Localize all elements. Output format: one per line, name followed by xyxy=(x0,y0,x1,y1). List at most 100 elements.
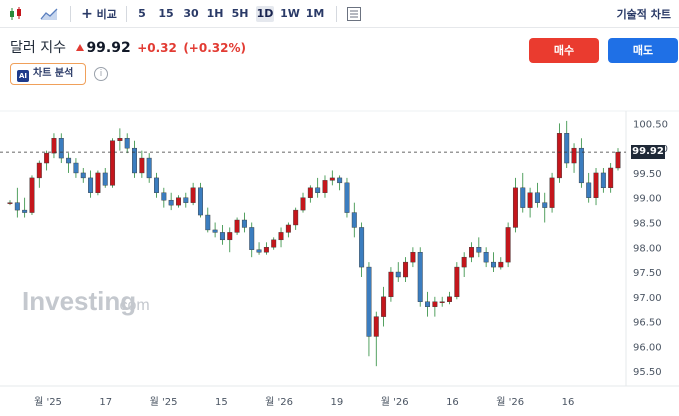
interval-1w[interactable]: 1W xyxy=(280,7,300,20)
candle-body[interactable] xyxy=(154,177,159,193)
candle-body[interactable] xyxy=(388,271,394,298)
compare-button[interactable]: + 비교 xyxy=(80,6,118,22)
candle-body[interactable] xyxy=(88,177,94,193)
candle-body[interactable] xyxy=(447,296,452,302)
sell-button[interactable]: 매도 xyxy=(608,38,678,63)
candle-body[interactable] xyxy=(168,199,174,206)
candle-body[interactable] xyxy=(344,182,350,213)
candle-body[interactable] xyxy=(176,197,181,206)
candle-body[interactable] xyxy=(51,138,57,154)
interval-1d[interactable]: 1D xyxy=(256,6,274,22)
interval-5[interactable]: 5 xyxy=(138,7,146,20)
candle-body[interactable] xyxy=(44,152,50,164)
candle-body[interactable] xyxy=(300,197,306,211)
candle-body[interactable] xyxy=(7,202,13,204)
candle-body[interactable] xyxy=(403,261,409,278)
candlestick-type-icon[interactable] xyxy=(8,6,24,22)
candle-body[interactable] xyxy=(146,157,152,179)
candle-body[interactable] xyxy=(534,192,540,203)
candle-body[interactable] xyxy=(263,247,269,253)
interval-5h[interactable]: 5H xyxy=(231,7,249,20)
buy-button[interactable]: 매수 xyxy=(529,38,599,63)
candle-body[interactable] xyxy=(425,301,431,307)
candle-body[interactable] xyxy=(322,180,328,193)
candle-body[interactable] xyxy=(490,261,496,268)
candle-body[interactable] xyxy=(469,247,474,258)
candle-body[interactable] xyxy=(234,219,240,233)
candle-body[interactable] xyxy=(505,227,511,263)
candle-body[interactable] xyxy=(110,140,116,186)
candle-body[interactable] xyxy=(432,301,438,307)
info-icon[interactable]: i xyxy=(94,67,108,81)
candle-body[interactable] xyxy=(285,224,291,233)
candle-body[interactable] xyxy=(571,147,577,164)
candle-body[interactable] xyxy=(58,138,64,159)
candle-body[interactable] xyxy=(271,239,277,248)
candle-body[interactable] xyxy=(366,266,372,337)
candle-body[interactable] xyxy=(249,227,255,250)
candle-body[interactable] xyxy=(22,209,28,213)
candle-body[interactable] xyxy=(205,214,211,231)
candle-body[interactable] xyxy=(241,219,247,228)
candle-body[interactable] xyxy=(329,177,335,181)
candle-body[interactable] xyxy=(600,172,606,189)
ai-chart-analysis-button[interactable]: AI 차트 분석 xyxy=(10,63,86,85)
candle-body[interactable] xyxy=(80,172,86,179)
candle-body[interactable] xyxy=(197,187,203,216)
interval-1m[interactable]: 1M xyxy=(305,7,325,20)
candle-body[interactable] xyxy=(117,138,123,141)
indicators-icon[interactable] xyxy=(346,6,362,22)
candle-body[interactable] xyxy=(608,167,614,189)
candle-body[interactable] xyxy=(512,187,518,228)
candle-body[interactable] xyxy=(439,301,445,303)
candle-body[interactable] xyxy=(586,182,592,198)
candle-body[interactable] xyxy=(564,133,570,164)
candle-body[interactable] xyxy=(520,187,526,208)
candle-body[interactable] xyxy=(124,138,130,149)
candle-body[interactable] xyxy=(410,252,416,263)
candle-body[interactable] xyxy=(278,232,284,241)
candle-body[interactable] xyxy=(102,172,108,186)
candle-body[interactable] xyxy=(351,212,357,228)
candle-body[interactable] xyxy=(527,192,533,208)
candle-body[interactable] xyxy=(549,177,555,208)
candle-body[interactable] xyxy=(29,177,35,213)
candle-body[interactable] xyxy=(476,247,482,253)
candle-body[interactable] xyxy=(183,197,189,203)
candle-body[interactable] xyxy=(307,187,313,198)
candle-body[interactable] xyxy=(615,151,621,169)
candle-body[interactable] xyxy=(190,187,196,203)
candle-body[interactable] xyxy=(139,157,145,174)
candle-body[interactable] xyxy=(542,202,548,208)
candle-body[interactable] xyxy=(14,202,20,211)
interval-1h[interactable]: 1H xyxy=(206,7,224,20)
interval-30[interactable]: 30 xyxy=(183,7,199,20)
interval-15[interactable]: 15 xyxy=(158,7,174,20)
candle-body[interactable] xyxy=(132,147,138,174)
candle-body[interactable] xyxy=(219,232,225,241)
candle-body[interactable] xyxy=(593,172,599,198)
candle-body[interactable] xyxy=(337,177,343,184)
candle-body[interactable] xyxy=(461,256,467,268)
technical-chart-link[interactable]: 기술적 차트 xyxy=(616,8,671,21)
candle-body[interactable] xyxy=(395,271,401,278)
candle-body[interactable] xyxy=(454,266,460,298)
candle-body[interactable] xyxy=(315,187,321,193)
candle-body[interactable] xyxy=(498,261,504,268)
candle-body[interactable] xyxy=(66,157,72,164)
candle-body[interactable] xyxy=(373,316,379,337)
candle-body[interactable] xyxy=(227,232,233,241)
candle-body[interactable] xyxy=(212,229,218,233)
candle-body[interactable] xyxy=(161,192,167,201)
candle-body[interactable] xyxy=(73,162,79,174)
candle-body[interactable] xyxy=(36,162,42,179)
candle-body[interactable] xyxy=(359,227,365,268)
candle-body[interactable] xyxy=(256,249,262,253)
area-type-icon[interactable] xyxy=(40,6,58,22)
candle-body[interactable] xyxy=(381,296,387,317)
candle-body[interactable] xyxy=(483,252,489,263)
candle-body[interactable] xyxy=(556,133,562,179)
candle-body[interactable] xyxy=(417,252,423,302)
candle-body[interactable] xyxy=(293,209,299,226)
